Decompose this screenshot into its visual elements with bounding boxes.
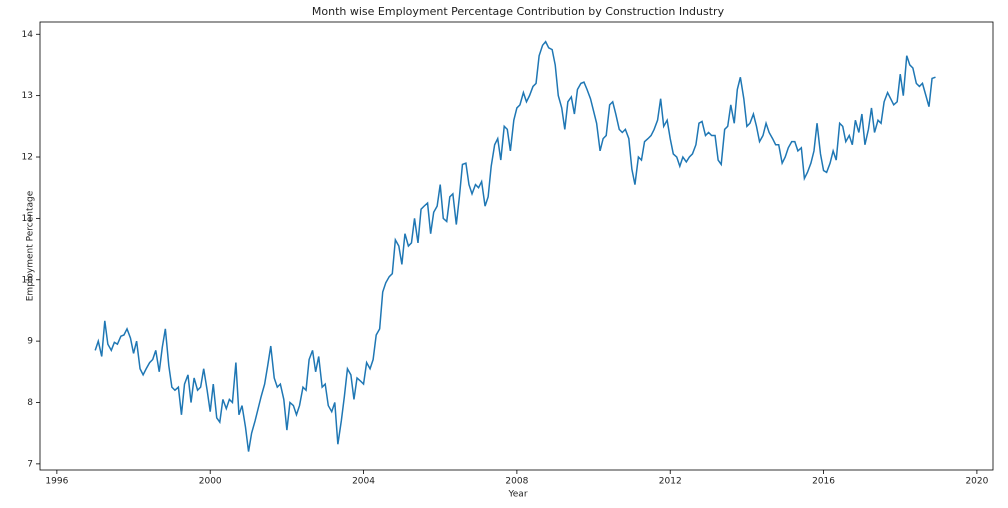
y-tick-label: 14 <box>22 30 34 40</box>
y-tick-label: 7 <box>27 459 33 469</box>
x-tick-label: 2012 <box>659 477 682 487</box>
y-tick-label: 9 <box>27 337 33 347</box>
x-tick-label: 2020 <box>965 477 988 487</box>
y-tick-label: 12 <box>22 153 33 163</box>
chart-title: Month wise Employment Percentage Contrib… <box>312 5 725 18</box>
y-tick-label: 11 <box>22 214 33 224</box>
y-tick-label: 10 <box>22 275 34 285</box>
y-tick-label: 13 <box>22 91 33 101</box>
x-axis-label: Year <box>507 490 527 500</box>
x-tick-label: 2000 <box>199 477 222 487</box>
x-tick-label: 2008 <box>505 477 528 487</box>
x-tick-label: 1996 <box>45 477 68 487</box>
y-axis-label: Employment Percentage <box>26 190 36 301</box>
data-line <box>94 40 936 452</box>
x-tick-label: 2016 <box>812 477 835 487</box>
x-tick-label: 2004 <box>352 477 375 487</box>
y-tick-label: 8 <box>27 398 33 408</box>
